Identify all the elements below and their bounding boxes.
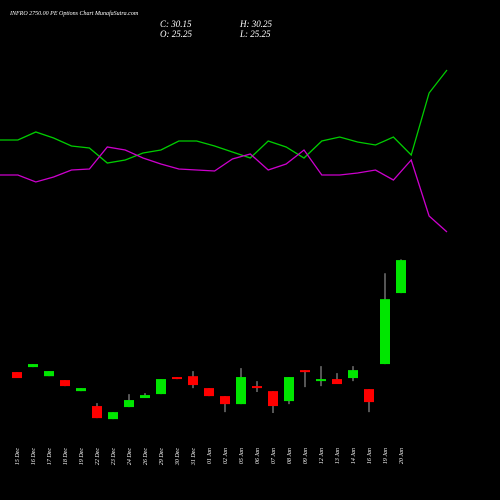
candle-body	[76, 388, 86, 392]
candle-body	[252, 386, 262, 389]
candle-body	[60, 380, 70, 387]
x-tick-label: 14 Jan	[350, 448, 357, 464]
candle-body	[332, 379, 342, 385]
x-tick-label: 19 Dec	[79, 448, 85, 465]
candle-body	[396, 260, 406, 294]
candle-body	[188, 376, 198, 386]
x-tick-label: 15 Dec	[15, 448, 21, 465]
candle-body	[204, 388, 214, 397]
x-tick-label: 22 Dec	[95, 448, 101, 465]
x-tick-label: 16 Dec	[31, 448, 37, 465]
candle-body	[364, 389, 374, 403]
x-tick-label: 08 Jan	[287, 448, 293, 464]
candle-body	[236, 377, 246, 405]
summary-high: H: 30.25	[239, 19, 272, 29]
x-tick-label: 30 Dec	[175, 448, 181, 466]
candle-body	[348, 370, 358, 379]
x-tick-label: 23 Dec	[111, 448, 117, 465]
x-tick-label: 13 Jan	[335, 448, 341, 464]
candle-body	[316, 379, 326, 382]
candle-body	[140, 395, 150, 399]
summary-close: C: 30.15	[160, 19, 192, 29]
candle-body	[124, 400, 134, 408]
x-tick-label: 16 Jan	[367, 448, 373, 464]
indicator-line	[0, 69, 448, 164]
x-tick-label: 29 Dec	[159, 448, 165, 465]
summary-low: L: 25.25	[239, 29, 271, 39]
x-tick-label: 06 Jan	[255, 448, 261, 464]
x-tick-label: 01 Jan	[207, 448, 213, 464]
chart-title: INFRO 2750.00 PE Options Chart MunafaSut…	[9, 10, 139, 17]
summary-open: O: 25.25	[160, 29, 192, 39]
x-tick-label: 31 Dec	[191, 448, 197, 466]
candle-body	[220, 396, 230, 405]
candle-body	[156, 379, 166, 395]
x-tick-label: 02 Jan	[223, 448, 229, 464]
x-tick-label: 26 Dec	[143, 448, 149, 465]
candle-body	[268, 391, 278, 407]
x-tick-label: 12 Jan	[319, 448, 325, 464]
candle-body	[12, 372, 22, 379]
candle-body	[380, 299, 390, 365]
x-tick-label: 19 Jan	[383, 448, 389, 464]
x-tick-label: 05 Jan	[239, 448, 245, 464]
x-tick-label: 07 Jan	[271, 448, 277, 464]
candle-body	[28, 364, 38, 368]
candle-body	[284, 377, 294, 402]
candle-body	[108, 412, 118, 420]
x-tick-label: 17 Dec	[47, 448, 53, 465]
candle-body	[300, 370, 310, 373]
candle-body	[92, 406, 102, 419]
x-tick-label: 20 Jan	[399, 448, 405, 464]
candle-body	[172, 377, 182, 380]
x-tick-label: 18 Dec	[63, 448, 69, 465]
indicator-line	[0, 146, 448, 233]
x-tick-label: 09 Jan	[303, 448, 309, 464]
candle-body	[44, 371, 54, 377]
x-tick-label: 24 Dec	[126, 448, 133, 465]
